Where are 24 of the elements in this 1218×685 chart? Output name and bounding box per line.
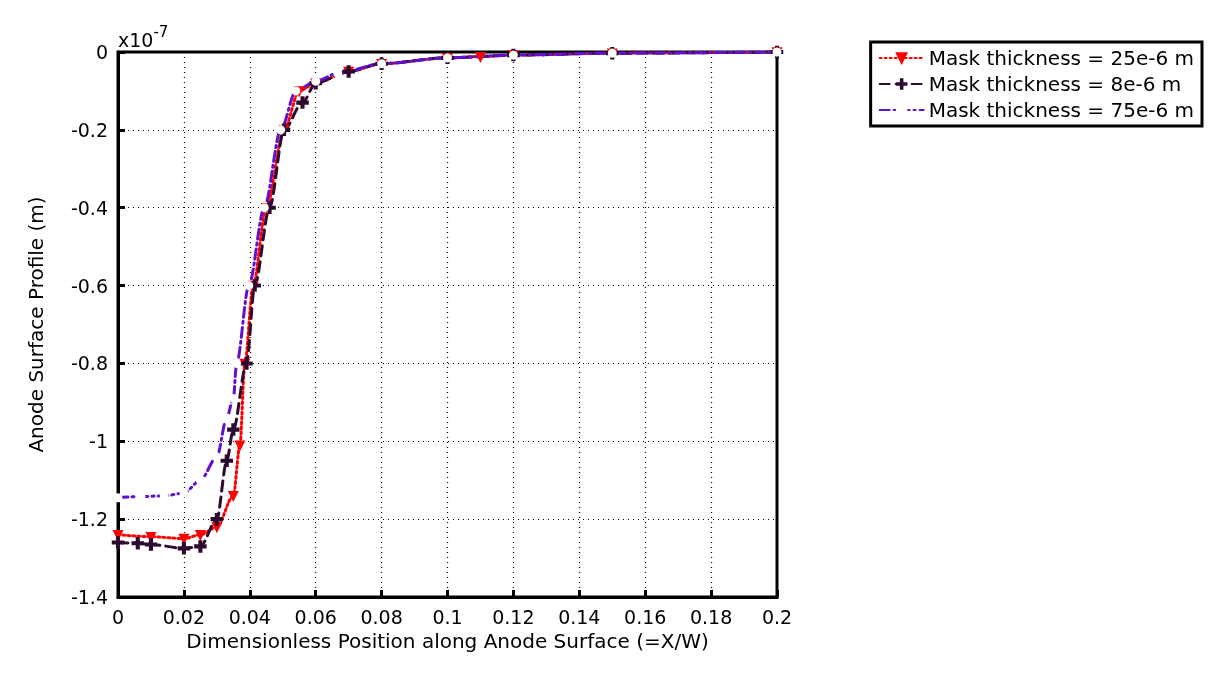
x-axis-title: Dimensionless Position along Anode Surface (=X/W) <box>186 628 709 653</box>
y-tick-label: -1.4 <box>70 586 108 608</box>
y-tick-label: -0.8 <box>70 352 108 375</box>
y-tick-label: -1 <box>89 430 108 453</box>
y-tick-label: -0.4 <box>70 196 108 219</box>
legend-label: Mask thickness = 25e-6 m <box>928 46 1195 70</box>
x-tick-label: 0.12 <box>492 605 535 628</box>
y-tick-label: -1.2 <box>70 508 108 531</box>
x-tick-label: 0.02 <box>162 605 206 628</box>
x-tick-label: 0.08 <box>360 605 403 628</box>
x-tick-label: 0.18 <box>689 605 733 628</box>
y-axis-title: Anode Surface Profile (m) <box>24 196 48 453</box>
x-tick-label: 0 <box>111 605 125 628</box>
x-tick-label: 0.1 <box>432 605 463 628</box>
y-tick-label: -0.6 <box>70 274 108 297</box>
x-tick-label: 0.16 <box>624 605 667 628</box>
x-tick-label: 0.2 <box>761 605 793 628</box>
x-tick-label: 0.04 <box>228 605 271 628</box>
y-tick-label: 0 <box>95 41 108 63</box>
legend-label: Mask thickness = 75e-6 m <box>928 98 1195 122</box>
y-tick-label: -0.2 <box>70 118 108 141</box>
x-tick-label: 0.06 <box>294 605 337 628</box>
x-tick-label: 0.14 <box>558 605 601 628</box>
legend-label: Mask thickness = 8e-6 m <box>928 72 1182 96</box>
